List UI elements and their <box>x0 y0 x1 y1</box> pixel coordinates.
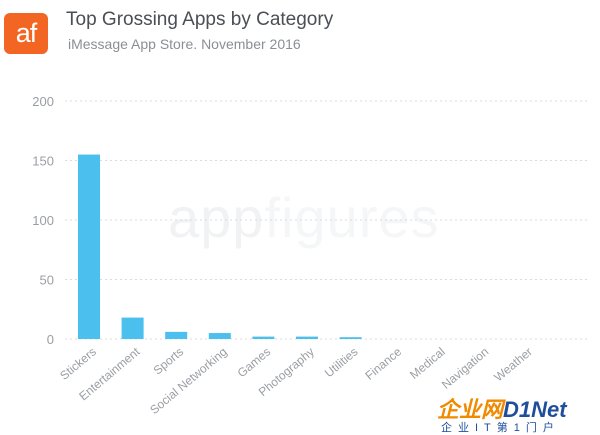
y-tick-label-3: 150 <box>32 154 54 169</box>
bar-1 <box>121 317 144 339</box>
chart-title: Top Grossing Apps by Category <box>66 9 334 30</box>
x-tick-label-8: Medical <box>407 345 448 382</box>
d1net-brand-left: 企业网 <box>437 397 504 422</box>
chart-subtitle: iMessage App Store. November 2016 <box>68 36 301 52</box>
bar-2 <box>165 331 188 339</box>
y-tick-label-0: 0 <box>47 332 54 347</box>
x-tick-label-9: Navigation <box>439 345 491 392</box>
x-tick-label-7: Finance <box>362 344 404 382</box>
x-tick-label-0: Stickers <box>57 345 99 383</box>
bar-4 <box>252 336 275 339</box>
d1net-brand: 企业网D1Net <box>437 392 567 424</box>
y-tick-label-4: 200 <box>32 94 54 109</box>
logo-text: af <box>15 18 38 48</box>
x-tick-label-2: Sports <box>151 345 187 378</box>
watermark-part-2: figures <box>264 186 440 249</box>
appfigures-watermark: appfigures <box>168 185 440 250</box>
d1net-brand-right: D1Net <box>503 397 567 422</box>
x-tick-label-6: Utilities <box>322 345 361 381</box>
bar-0 <box>78 154 100 339</box>
x-tick-label-3: Social Networking <box>147 345 230 417</box>
y-tick-label-1: 50 <box>40 273 54 288</box>
d1net-tagline: 企业IT第1门户 <box>441 422 560 434</box>
watermark-part-1: app <box>168 186 265 249</box>
bar-3 <box>208 333 231 339</box>
y-tick-label-2: 100 <box>32 213 54 228</box>
bar-6 <box>339 337 362 339</box>
appfigures-logo: af <box>4 13 48 54</box>
bar-5 <box>296 336 318 339</box>
x-tick-label-10: Weather <box>491 345 535 385</box>
x-tick-label-4: Games <box>235 345 274 381</box>
d1net-badge: 企业网D1Net 企业IT第1门户 <box>437 392 597 434</box>
